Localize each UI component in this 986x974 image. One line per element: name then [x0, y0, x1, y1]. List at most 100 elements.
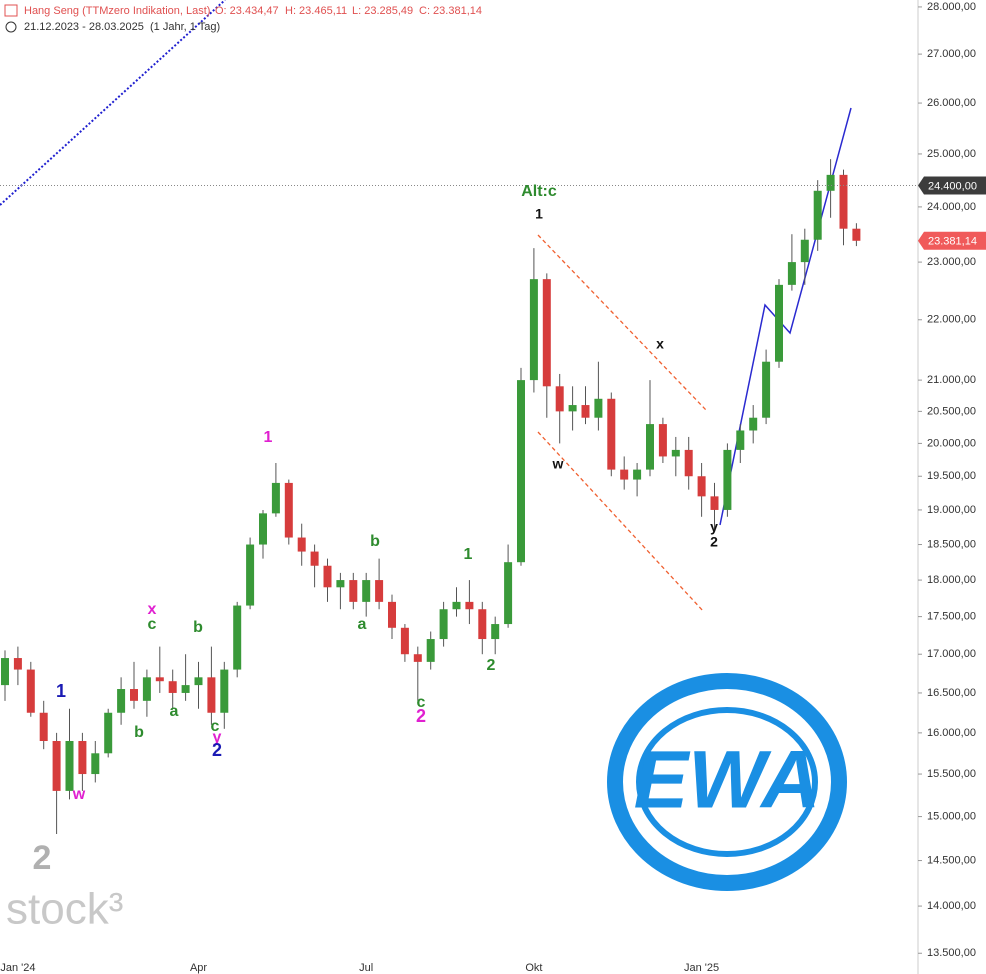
y-tick-label: 16.500,00 — [927, 687, 976, 699]
y-tick-label: 24.000,00 — [927, 201, 976, 213]
candle-body — [504, 562, 513, 625]
candle-body — [246, 544, 255, 606]
chart-icon — [4, 4, 18, 17]
candle-body — [91, 753, 100, 775]
wave-label: b — [134, 724, 144, 741]
candle-body — [78, 740, 87, 775]
candle-body — [26, 669, 35, 713]
logo-ring — [636, 707, 818, 857]
candle-body — [542, 279, 551, 387]
candle-body — [478, 609, 487, 640]
candle-body — [594, 398, 603, 418]
y-tick-label: 23.000,00 — [927, 256, 976, 268]
y-tick-label: 21.000,00 — [927, 374, 976, 386]
candle-body — [362, 580, 371, 602]
y-tick-label: 15.000,00 — [927, 810, 976, 822]
candle-body — [400, 627, 409, 655]
candle-body — [413, 654, 422, 662]
candle-body — [671, 449, 680, 457]
y-tick-label: 18.000,00 — [927, 574, 976, 586]
candle-body — [491, 624, 500, 640]
logo: EWA — [607, 673, 847, 891]
candle-body — [336, 580, 345, 588]
y-tick-label: 28.000,00 — [927, 1, 976, 13]
candle-body — [852, 228, 861, 241]
candle-body — [633, 469, 642, 480]
candle-body — [155, 677, 164, 682]
price-tag — [918, 231, 986, 250]
ohlc-value: L: 23.285,49 — [352, 5, 413, 17]
wave-label: Alt:c — [521, 183, 557, 200]
wave-label: w — [552, 456, 564, 472]
candle-body — [52, 740, 61, 791]
candle-body — [349, 580, 358, 602]
candle-body — [259, 513, 267, 545]
ohlc-value: H: 23.465,11 — [285, 5, 347, 17]
wave-label: 1 — [464, 546, 473, 563]
candle-body — [310, 551, 319, 566]
candle-body — [620, 469, 629, 480]
logo-text: EWA — [634, 735, 821, 826]
y-tick-label: 19.000,00 — [927, 504, 976, 516]
wave-label: c — [148, 616, 157, 633]
candle-body — [697, 476, 706, 497]
period: 21.12.2023 - 28.03.2025 — [24, 21, 144, 33]
wave-label: 1 — [56, 681, 66, 701]
y-tick-label: 20.000,00 — [927, 437, 976, 449]
candle-body — [529, 279, 538, 381]
y-tick-label: 16.000,00 — [927, 727, 976, 739]
channel-line — [537, 431, 705, 613]
candle-body — [826, 174, 835, 191]
candle-body — [39, 712, 48, 741]
logo-ring — [607, 673, 847, 891]
candle-body — [581, 405, 590, 418]
trend-line — [0, 0, 226, 206]
y-tick-label: 14.500,00 — [927, 854, 976, 866]
candle-body — [65, 740, 74, 791]
wave-label: c — [417, 694, 426, 711]
candle-body — [723, 449, 732, 510]
wave-label: 2 — [33, 839, 52, 877]
candle-body — [207, 677, 216, 713]
candle-body — [233, 605, 242, 670]
candle-body — [555, 386, 564, 412]
candle-body — [775, 284, 783, 362]
clock-icon — [5, 21, 17, 33]
candle-body — [568, 405, 577, 412]
wave-label: a — [358, 616, 367, 633]
chart-title: Hang Seng (TTMzero Indikation, Last) — [24, 5, 210, 17]
candle-body — [517, 380, 525, 563]
candle-body — [465, 601, 474, 610]
candle-body — [168, 681, 177, 693]
candle-body — [658, 424, 667, 457]
candle-body — [104, 712, 113, 754]
ohlc-value: C: 23.381,14 — [419, 5, 482, 17]
wave-label: 1 — [535, 206, 543, 222]
candle-body — [439, 609, 448, 640]
y-tick-label: 13.500,00 — [927, 947, 976, 959]
channel-line — [537, 234, 707, 411]
x-tick-label: Apr — [190, 962, 207, 974]
y-tick-label: 20.500,00 — [927, 405, 976, 417]
candle-body — [762, 361, 771, 418]
price-tag — [918, 176, 986, 195]
x-tick-label: Jan '24 — [0, 962, 35, 974]
x-tick-label: Okt — [525, 962, 542, 974]
candle-body — [220, 669, 229, 713]
x-tick-label: Jul — [359, 962, 373, 974]
candle-body — [736, 430, 745, 450]
y-tick-label: 25.000,00 — [927, 148, 976, 160]
y-tick-label: 17.000,00 — [927, 648, 976, 660]
candle-body — [646, 424, 654, 470]
candle-body — [297, 537, 306, 552]
candle-body — [839, 174, 848, 229]
y-tick-label: 15.500,00 — [927, 768, 976, 780]
candle-body — [130, 689, 138, 701]
y-tick-label: 19.500,00 — [927, 470, 976, 482]
candle-body — [323, 565, 332, 588]
candle-body — [800, 239, 809, 263]
wave-label: 2 — [416, 706, 426, 726]
ohlc-value: O: 23.434,47 — [215, 5, 279, 17]
wave-label: w — [72, 786, 86, 803]
